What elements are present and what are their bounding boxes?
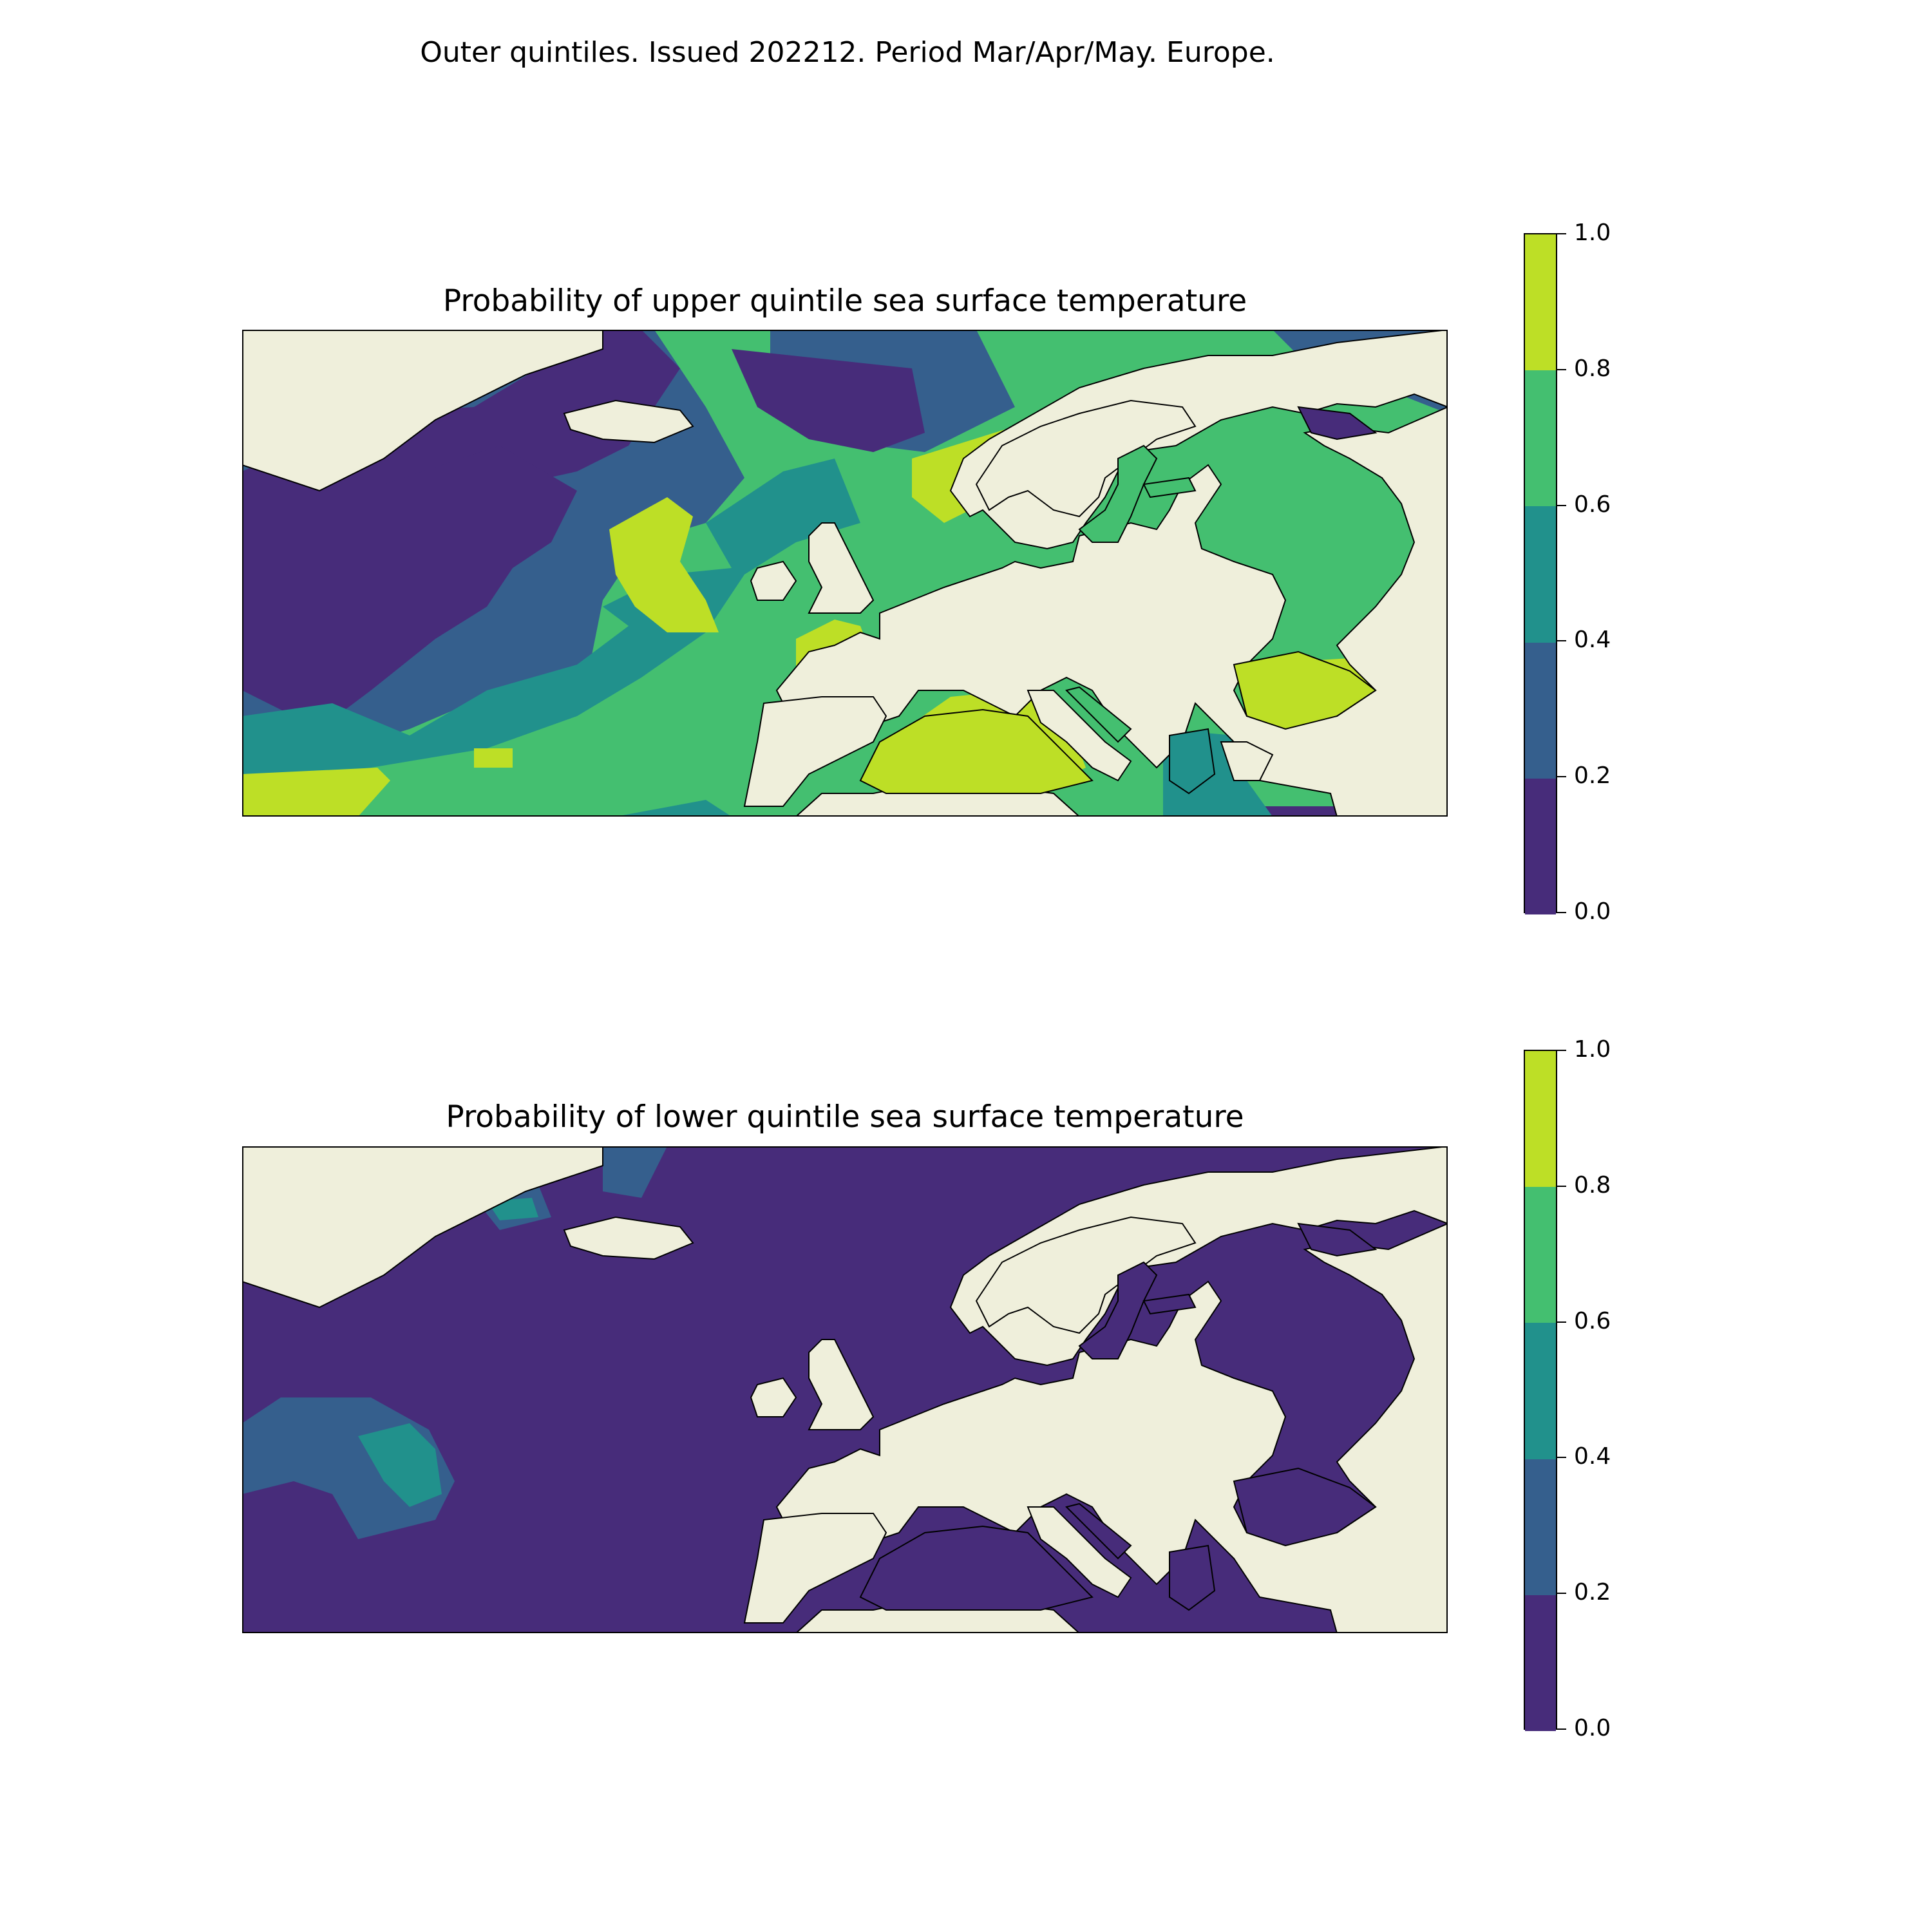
baltic-sea <box>1078 1261 1158 1359</box>
colorbar-tick <box>1557 1185 1566 1187</box>
mainland-europe <box>775 406 1448 817</box>
upper-colorbar <box>1524 233 1557 914</box>
colorbar-tick <box>1557 1457 1566 1459</box>
colorbar-tick <box>1557 504 1566 506</box>
black-sea <box>1233 650 1377 730</box>
colorbar-band <box>1525 506 1556 643</box>
upper-probability-map <box>242 330 1448 817</box>
greenland <box>242 330 603 492</box>
black-sea <box>1233 1467 1377 1547</box>
adriatic-sea <box>1065 686 1132 743</box>
ireland <box>750 560 797 601</box>
colorbar-tick-label: 1.0 <box>1574 220 1611 246</box>
colorbar-tick-label: 0.2 <box>1574 1579 1611 1606</box>
white-sea <box>1297 1222 1378 1257</box>
colorbar-tick <box>1557 912 1566 913</box>
black-sea-coast <box>1220 741 1274 781</box>
iberian-peninsula <box>743 696 887 807</box>
region-level-2 <box>603 1146 667 1198</box>
italy <box>1027 1506 1132 1598</box>
iceland <box>563 1216 694 1260</box>
figure-title: Outer quintiles. Issued 202212. Period M… <box>420 36 1275 69</box>
upper-panel-title: Probability of upper quintile sea surfac… <box>442 283 1247 319</box>
colorbar-tick-label: 1.0 <box>1574 1036 1611 1063</box>
colorbar-band <box>1525 1595 1556 1731</box>
colorbar-tick <box>1557 776 1566 778</box>
aegean-sea <box>1169 728 1216 795</box>
white-sea <box>1297 406 1378 440</box>
colorbar-tick <box>1557 640 1566 642</box>
region-level-3 <box>358 1423 442 1507</box>
western-mediterranean <box>859 1525 1094 1611</box>
region-level-1 <box>242 446 577 729</box>
map-frame <box>242 1146 1448 1633</box>
mainland-europe <box>775 1222 1448 1633</box>
colorbar-tick-label: 0.2 <box>1574 762 1611 790</box>
ireland <box>750 1377 797 1417</box>
colorbar-tick-label: 0.4 <box>1574 1443 1611 1470</box>
gulf-of-finland <box>1142 1293 1197 1315</box>
colorbar-tick <box>1557 1050 1566 1051</box>
colorbar-tick <box>1557 233 1566 234</box>
region-level-5 <box>242 768 390 817</box>
adriatic-sea <box>1065 1502 1132 1560</box>
colorbar-band <box>1525 778 1556 914</box>
region-level-5 <box>609 497 719 632</box>
colorbar-tick-label: 0.6 <box>1574 491 1611 518</box>
colorbar-tick <box>1557 1321 1566 1323</box>
map-frame <box>242 330 1448 817</box>
region-level-3 <box>242 459 860 781</box>
colorbar-tick-label: 0.4 <box>1574 627 1611 654</box>
colorbar-tick <box>1557 1728 1566 1730</box>
aegean-sea <box>1169 1544 1216 1611</box>
colorbar-band <box>1525 1459 1556 1595</box>
lower-probability-map <box>242 1146 1448 1633</box>
colorbar-tick <box>1557 368 1566 370</box>
region-level-1 <box>732 349 925 452</box>
baltic-sea <box>1078 444 1158 543</box>
lower-panel-title: Probability of lower quintile sea surfac… <box>446 1099 1244 1135</box>
great-britain <box>808 1339 875 1430</box>
colorbar-tick-label: 0.8 <box>1574 1171 1611 1198</box>
colorbar-band <box>1525 1323 1556 1459</box>
colorbar-tick-label: 0.6 <box>1574 1307 1611 1334</box>
colorbar-band <box>1525 1051 1556 1188</box>
iceland <box>563 399 694 444</box>
colorbar-tick-label: 0.0 <box>1574 1715 1611 1741</box>
colorbar-tick-label: 0.0 <box>1574 898 1611 925</box>
iberian-peninsula <box>743 1513 887 1624</box>
greenland <box>242 1146 603 1309</box>
colorbar-band <box>1525 642 1556 779</box>
italy <box>1027 690 1132 782</box>
colorbar-tick-label: 0.8 <box>1574 355 1611 382</box>
region-level-5 <box>474 748 513 768</box>
lower-colorbar <box>1524 1050 1557 1731</box>
great-britain <box>808 522 875 614</box>
western-mediterranean <box>859 708 1094 794</box>
gulf-of-finland <box>1142 477 1197 498</box>
colorbar-band <box>1525 370 1556 507</box>
land-masses <box>242 1146 1448 1633</box>
colorbar-tick <box>1557 1593 1566 1595</box>
region-level-3 <box>616 800 732 817</box>
colorbar-band <box>1525 1187 1556 1323</box>
colorbar-band <box>1525 234 1556 371</box>
